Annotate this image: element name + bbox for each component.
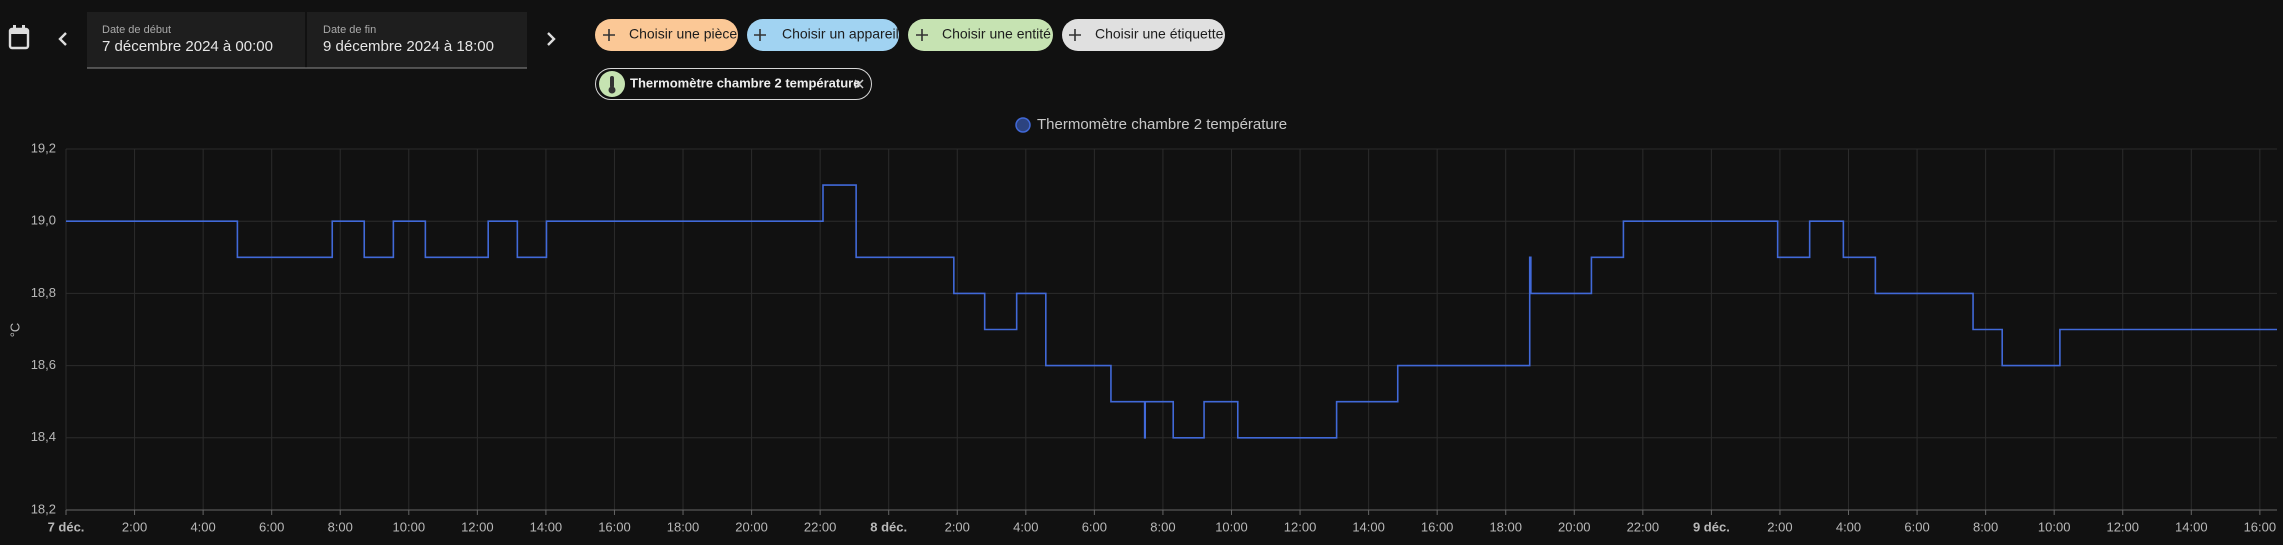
chip-label: Choisir une étiquette — [1095, 26, 1224, 42]
y-tick-label: 18,2 — [31, 501, 56, 516]
y-tick-label: 19,2 — [31, 140, 56, 155]
legend[interactable]: Thermomètre chambre 2 température — [1015, 116, 1287, 133]
legend-label: Thermomètre chambre 2 température — [1037, 116, 1287, 133]
x-tick-label: 14:00 — [1352, 519, 1385, 534]
x-tick-label: 2:00 — [122, 519, 147, 534]
x-tick-label: 22:00 — [804, 519, 837, 534]
end-date-field[interactable] — [307, 12, 527, 68]
x-tick-label: 16:00 — [598, 519, 631, 534]
x-tick-label: 18:00 — [1489, 519, 1522, 534]
x-tick-label: 9 déc. — [1693, 519, 1730, 534]
x-tick-label: 12:00 — [461, 519, 494, 534]
x-tick-label: 10:00 — [393, 519, 426, 534]
start-date: 7 décembre 2024 à 00:00 — [102, 38, 273, 55]
x-tick-label: 20:00 — [735, 519, 768, 534]
x-tick-label: 14:00 — [2175, 519, 2208, 534]
x-tick-label: 20:00 — [1558, 519, 1591, 534]
x-tick-label: 8:00 — [328, 519, 353, 534]
selected-entity-chip[interactable]: Thermomètre chambre 2 température — [595, 68, 872, 100]
x-tick-label: 2:00 — [945, 519, 970, 534]
end-date: 9 décembre 2024 à 18:00 — [323, 38, 494, 55]
x-tick-label: 8:00 — [1973, 519, 1998, 534]
x-tick-label: 16:00 — [2244, 519, 2277, 534]
filter-chip[interactable]: Choisir un appareil — [747, 19, 899, 51]
x-tick-label: 12:00 — [1284, 519, 1317, 534]
x-tick-label: 18:00 — [667, 519, 700, 534]
filter-chip[interactable]: Choisir une étiquette — [1062, 19, 1225, 51]
y-tick-label: 18,8 — [31, 285, 56, 300]
chip-label: Choisir un appareil — [782, 26, 899, 42]
y-tick-label: 19,0 — [31, 213, 56, 228]
y-tick-label: 18,6 — [31, 357, 56, 372]
x-tick-label: 16:00 — [1421, 519, 1454, 534]
filter-chip[interactable]: Choisir une pièce — [595, 19, 738, 51]
calendar-icon[interactable] — [8, 25, 30, 50]
x-tick-label: 6:00 — [1904, 519, 1929, 534]
y-axis-label: °C — [7, 323, 22, 338]
next-button[interactable] — [547, 32, 556, 46]
filter-chip[interactable]: Choisir une entité — [908, 19, 1053, 51]
x-tick-label: 4:00 — [1013, 519, 1038, 534]
x-tick-label: 6:00 — [1082, 519, 1107, 534]
x-tick-label: 2:00 — [1767, 519, 1792, 534]
chip-label: Choisir une pièce — [629, 26, 737, 42]
x-tick-label: 8:00 — [1150, 519, 1175, 534]
x-tick-label: 7 déc. — [48, 519, 85, 534]
legend-swatch — [1015, 117, 1031, 133]
x-tick-label: 10:00 — [1215, 519, 1248, 534]
x-tick-label: 12:00 — [2106, 519, 2139, 534]
y-tick-label: 18,4 — [31, 429, 56, 444]
entity-label: Thermomètre chambre 2 température — [630, 75, 860, 90]
x-tick-label: 10:00 — [2038, 519, 2071, 534]
series-line — [66, 184, 2277, 439]
prev-button[interactable] — [58, 32, 67, 46]
chip-label: Choisir une entité — [942, 26, 1051, 42]
x-tick-label: 4:00 — [1836, 519, 1861, 534]
x-tick-label: 14:00 — [530, 519, 563, 534]
start-date-label: Date de début — [102, 24, 171, 36]
x-tick-label: 22:00 — [1627, 519, 1660, 534]
start-date-field[interactable] — [87, 12, 305, 68]
x-tick-label: 4:00 — [190, 519, 215, 534]
x-tick-label: 6:00 — [259, 519, 284, 534]
plot: 18,2 18,4 18,6 18,8 19,0 19,2 7 déc. 2:00 4:00 6:… — [31, 140, 2277, 534]
x-tick-label: 8 déc. — [870, 519, 907, 534]
end-date-label: Date de fin — [323, 24, 376, 36]
